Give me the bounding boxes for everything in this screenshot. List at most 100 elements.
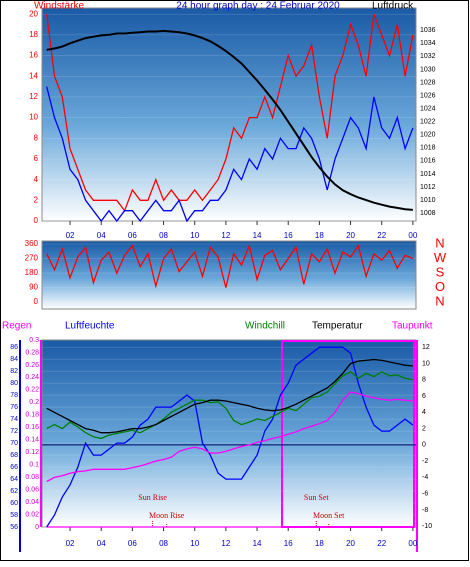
x-tick-label: 10 xyxy=(190,231,199,240)
y2-tick-label: N xyxy=(435,235,444,250)
y-tick-label: 18 xyxy=(29,30,38,39)
x-tick-label: 08 xyxy=(159,231,168,240)
y2-tick-label: 1008 xyxy=(420,210,436,217)
x-tick-label: 06 xyxy=(128,539,137,548)
y3-tick-label: 0.04 xyxy=(25,499,39,506)
x-tick-label: 16 xyxy=(284,231,293,240)
y3-tick-label: 0.3 xyxy=(29,337,39,344)
y2-tick-label: 4 xyxy=(422,409,426,416)
y-tick-label: 14 xyxy=(29,71,38,80)
panel-background xyxy=(41,7,417,222)
y2-tick-label: 6 xyxy=(422,393,426,400)
y3-tick-label: 0.08 xyxy=(25,474,39,481)
annotation: Moon Set xyxy=(313,511,345,520)
y2-tick-label: 1022 xyxy=(420,119,436,126)
y3-tick-label: 0.28 xyxy=(25,349,39,356)
series-line xyxy=(46,370,414,440)
series-line xyxy=(46,29,413,211)
y-tick-label: 4 xyxy=(34,175,39,184)
y-tick-label: 84 xyxy=(10,356,18,363)
y-tick-label: 360 xyxy=(25,239,39,248)
y2-tick-label: -2 xyxy=(422,458,428,465)
y3-tick-label: 0.24 xyxy=(25,374,39,381)
legend-entry: Temperatur xyxy=(312,321,363,332)
y3-tick-label: 0.16 xyxy=(25,424,39,431)
y-tick-label: 20 xyxy=(29,9,38,18)
y2-tick-label: 0 xyxy=(422,442,426,449)
y2-tick-label: 1012 xyxy=(420,184,436,191)
y2-tick-label: 1036 xyxy=(420,27,436,34)
y-tick-label: 180 xyxy=(25,268,39,277)
x-tick-label: 20 xyxy=(346,231,355,240)
series-line xyxy=(46,243,414,289)
y-tick-label: 56 xyxy=(10,524,18,531)
y-tick-label: 10 xyxy=(29,113,38,122)
y-tick-label: 16 xyxy=(29,51,38,60)
y2-tick-label: -8 xyxy=(422,507,428,514)
y3-tick-label: 0 xyxy=(35,524,39,531)
y3-tick-label: 0.14 xyxy=(25,437,39,444)
series-line xyxy=(46,346,414,528)
x-tick-label: 18 xyxy=(315,231,324,240)
y-tick-label: 82 xyxy=(10,368,18,375)
y2-tick-label: 1016 xyxy=(420,158,436,165)
annotation: Moon Rise xyxy=(149,511,185,520)
x-tick-label: 10 xyxy=(190,539,199,548)
y-tick-label: 2 xyxy=(34,195,39,204)
series-line xyxy=(46,391,413,483)
x-tick-label: 18 xyxy=(315,539,324,548)
y2-tick-label: 10 xyxy=(422,360,430,367)
y-tick-label: 60 xyxy=(10,500,18,507)
y-tick-label: 90 xyxy=(29,283,38,292)
y-tick-label: 62 xyxy=(10,488,18,495)
y2-tick-label: 12 xyxy=(422,344,430,351)
x-tick-label: 04 xyxy=(97,231,106,240)
y2-tick-label: 1010 xyxy=(420,197,436,204)
x-tick-label: 04 xyxy=(97,539,106,548)
x-tick-label: 06 xyxy=(128,231,137,240)
x-tick-label: 02 xyxy=(66,231,75,240)
x-tick-label: 12 xyxy=(221,539,230,548)
x-tick-label: 22 xyxy=(377,539,386,548)
y-tick-label: 64 xyxy=(10,476,18,483)
y-tick-label: 74 xyxy=(10,416,18,423)
x-tick-label: 20 xyxy=(346,539,355,548)
x-tick-label: 14 xyxy=(253,539,262,548)
y-tick-label: 70 xyxy=(10,440,18,447)
y-tick-label: 72 xyxy=(10,428,18,435)
y2-tick-label: S xyxy=(436,265,445,280)
y3-tick-label: 0.1 xyxy=(29,462,39,469)
legend-entry: Taupunkt xyxy=(392,321,433,332)
x-tick-label: 16 xyxy=(284,539,293,548)
y-tick-label: 0 xyxy=(34,297,39,306)
y3-tick-label: 0.12 xyxy=(25,449,39,456)
y3-tick-label: 0.2 xyxy=(29,399,39,406)
y-tick-label: 66 xyxy=(10,464,18,471)
x-tick-label: 08 xyxy=(159,539,168,548)
chart-title: 24 hour graph day : 24 Februar 2020 xyxy=(176,1,340,12)
y2-tick-label: W xyxy=(434,250,447,265)
y-axis-label: Windstärke xyxy=(34,1,84,12)
y2-tick-label: 1028 xyxy=(420,79,436,86)
y2-tick-label: 1026 xyxy=(420,92,436,99)
y2-tick-label: 1024 xyxy=(420,105,436,112)
series-line xyxy=(46,86,414,223)
x-tick-label: 00 xyxy=(408,539,417,548)
y-tick-label: 270 xyxy=(25,254,39,263)
y2-tick-label: 1034 xyxy=(420,40,436,47)
y3-tick-label: 0.22 xyxy=(25,387,39,394)
series-line xyxy=(46,358,413,434)
y3-tick-label: 0.02 xyxy=(25,511,39,518)
legend-entry: Windchill xyxy=(245,321,285,332)
panel-background xyxy=(41,339,417,528)
x-tick-label: 22 xyxy=(377,231,386,240)
y3-tick-label: 0.18 xyxy=(25,412,39,419)
y3-tick-label: 0.26 xyxy=(25,362,39,369)
y-tick-label: 6 xyxy=(34,154,39,163)
y2-tick-label: 1014 xyxy=(420,171,436,178)
y-tick-label: 12 xyxy=(29,92,38,101)
x-tick-label: 02 xyxy=(66,539,75,548)
y3-tick-label: 0.06 xyxy=(25,486,39,493)
series-line xyxy=(46,13,414,213)
